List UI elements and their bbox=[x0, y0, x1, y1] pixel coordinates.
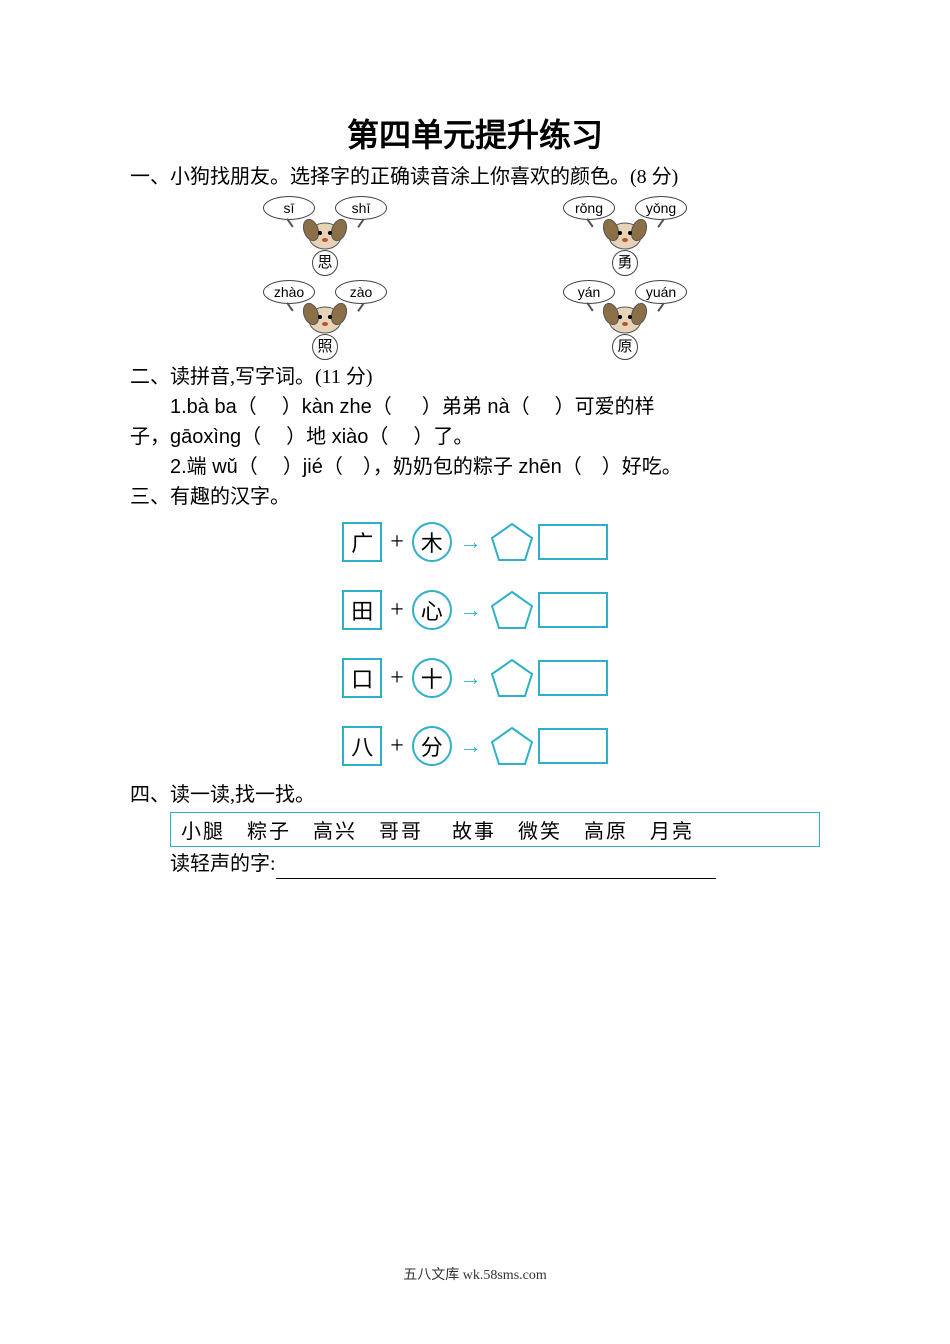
right-char-circle: 木 bbox=[412, 522, 452, 562]
pentagon-blank[interactable] bbox=[490, 590, 534, 630]
left-char-box: 八 bbox=[342, 726, 382, 766]
dog-icon bbox=[299, 300, 351, 336]
page-title: 第四单元提升练习 bbox=[130, 110, 820, 156]
combo-row: 田 + 心 → bbox=[342, 590, 608, 630]
character-badge: 原 bbox=[612, 334, 638, 360]
section2-line1: 1.bà ba（ ）kàn zhe（ ）弟弟 nà（ ）可爱的样 bbox=[170, 392, 820, 422]
section4-heading: 四、读一读,找一找。 bbox=[130, 780, 820, 810]
page-footer: 五八文库 wk.58sms.com bbox=[0, 1264, 950, 1284]
combo-list: 广 + 木 → 田 + 心 → 口 + 十 → bbox=[130, 522, 820, 766]
plus-icon: + bbox=[390, 665, 404, 692]
text-fragment: ）弟弟 nà（ bbox=[422, 396, 530, 418]
section4-prompt: 读轻声的字: bbox=[170, 853, 276, 875]
word-box: 小腿 粽子 高兴 哥哥 故事 微笑 高原 月亮 bbox=[170, 812, 820, 847]
text-fragment: ），奶奶包的粽子 zhēn（ bbox=[363, 456, 582, 478]
right-char-circle: 十 bbox=[412, 658, 452, 698]
pentagon-blank[interactable] bbox=[490, 658, 534, 698]
left-char-box: 田 bbox=[342, 590, 382, 630]
rect-blank[interactable] bbox=[538, 728, 608, 764]
arrow-icon: → bbox=[460, 665, 482, 691]
dogs-row-1: sī shī 思 rǒng yǒng bbox=[130, 196, 820, 276]
text-fragment: ）可爱的样 bbox=[555, 396, 655, 418]
plus-icon: + bbox=[390, 733, 404, 760]
left-char-box: 口 bbox=[342, 658, 382, 698]
character-badge: 思 bbox=[312, 250, 338, 276]
right-char-circle: 心 bbox=[412, 590, 452, 630]
text-fragment: 子，gāoxìng（ bbox=[130, 426, 261, 448]
text-fragment: 2.端 wǔ（ bbox=[170, 456, 258, 478]
dog-unit: sī shī 思 bbox=[255, 196, 395, 276]
section2-line2: 子，gāoxìng（ ）地 xiào（ ）了。 bbox=[130, 422, 820, 452]
text-fragment: ）jié（ bbox=[283, 456, 343, 478]
plus-icon: + bbox=[390, 529, 404, 556]
dog-icon bbox=[299, 216, 351, 252]
arrow-icon: → bbox=[460, 733, 482, 759]
section1-heading: 一、小狗找朋友。选择字的正确读音涂上你喜欢的颜色。(8 分) bbox=[130, 162, 820, 192]
plus-icon: + bbox=[390, 597, 404, 624]
rect-blank[interactable] bbox=[538, 524, 608, 560]
text-fragment: ）地 xiào（ bbox=[286, 426, 388, 448]
character-badge: 勇 bbox=[612, 250, 638, 276]
dog-unit: rǒng yǒng 勇 bbox=[555, 196, 695, 276]
section2-line3: 2.端 wǔ（ ）jié（ ），奶奶包的粽子 zhēn（ ）好吃。 bbox=[170, 452, 820, 482]
combo-row: 八 + 分 → bbox=[342, 726, 608, 766]
rect-blank[interactable] bbox=[538, 592, 608, 628]
section4-prompt-line: 读轻声的字: bbox=[170, 849, 820, 879]
text-fragment: ）kàn zhe（ bbox=[282, 396, 392, 418]
pentagon-blank[interactable] bbox=[490, 522, 534, 562]
dog-icon bbox=[599, 216, 651, 252]
section3-heading: 三、有趣的汉字。 bbox=[130, 482, 820, 512]
combo-row: 口 + 十 → bbox=[342, 658, 608, 698]
dog-unit: yán yuán 原 bbox=[555, 280, 695, 360]
right-char-circle: 分 bbox=[412, 726, 452, 766]
section2-heading: 二、读拼音,写字词。(11 分) bbox=[130, 362, 820, 392]
left-char-box: 广 bbox=[342, 522, 382, 562]
arrow-icon: → bbox=[460, 529, 482, 555]
dogs-row-2: zhào zào 照 yán yuán bbox=[130, 280, 820, 360]
dog-unit: zhào zào 照 bbox=[255, 280, 395, 360]
dog-icon bbox=[599, 300, 651, 336]
arrow-icon: → bbox=[460, 597, 482, 623]
text-fragment: 1.bà ba（ bbox=[170, 396, 257, 418]
combo-row: 广 + 木 → bbox=[342, 522, 608, 562]
answer-blank[interactable] bbox=[276, 859, 716, 879]
text-fragment: ）了。 bbox=[413, 426, 473, 448]
text-fragment: ）好吃。 bbox=[602, 456, 682, 478]
character-badge: 照 bbox=[312, 334, 338, 360]
rect-blank[interactable] bbox=[538, 660, 608, 696]
pentagon-blank[interactable] bbox=[490, 726, 534, 766]
